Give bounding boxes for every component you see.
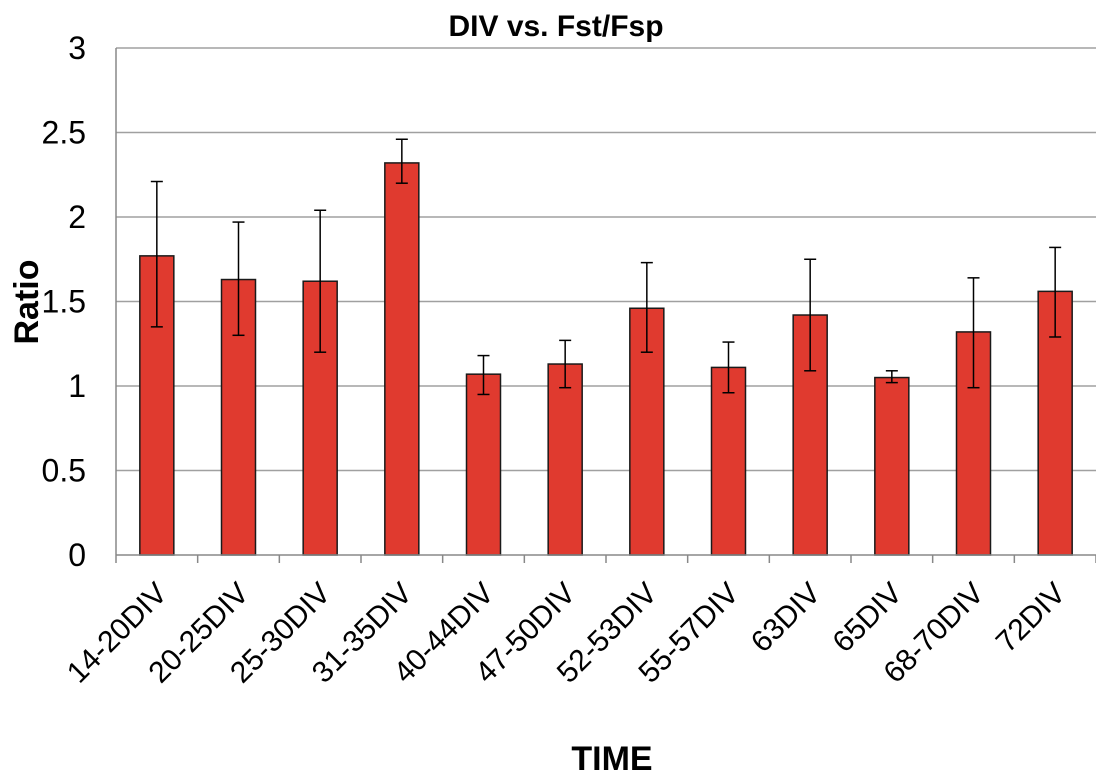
axes xyxy=(115,48,1096,563)
bar xyxy=(547,363,583,556)
y-tick-label: 2 xyxy=(68,199,86,235)
y-tick-label: 0 xyxy=(68,537,86,573)
bar xyxy=(465,373,502,556)
grid-lines xyxy=(116,47,1096,472)
x-axis-title: TIME xyxy=(571,740,652,776)
bar xyxy=(384,162,420,556)
bar xyxy=(710,366,747,556)
y-tick-label: 1 xyxy=(68,368,86,404)
chart-title: DIV vs. Fst/Fsp xyxy=(448,10,663,43)
x-tick-label: 72DIV xyxy=(990,577,1072,659)
bars xyxy=(139,162,1073,556)
y-tick-label: 2.5 xyxy=(42,115,86,151)
x-tick-labels: 14-20DIV20-25DIV25-30DIV31-35DIV40-44DIV… xyxy=(61,577,1072,690)
error-bars xyxy=(150,138,1062,396)
y-axis-title: Ratio xyxy=(8,260,46,345)
y-tick-label: 1.5 xyxy=(42,284,86,320)
y-tick-labels: 0 0.5 1 1.5 2 2.5 3 xyxy=(42,30,86,573)
y-tick-label: 3 xyxy=(68,30,86,66)
y-tick-label: 0.5 xyxy=(42,453,86,489)
bar xyxy=(874,376,910,556)
x-tick-label: 63DIV xyxy=(745,577,827,659)
